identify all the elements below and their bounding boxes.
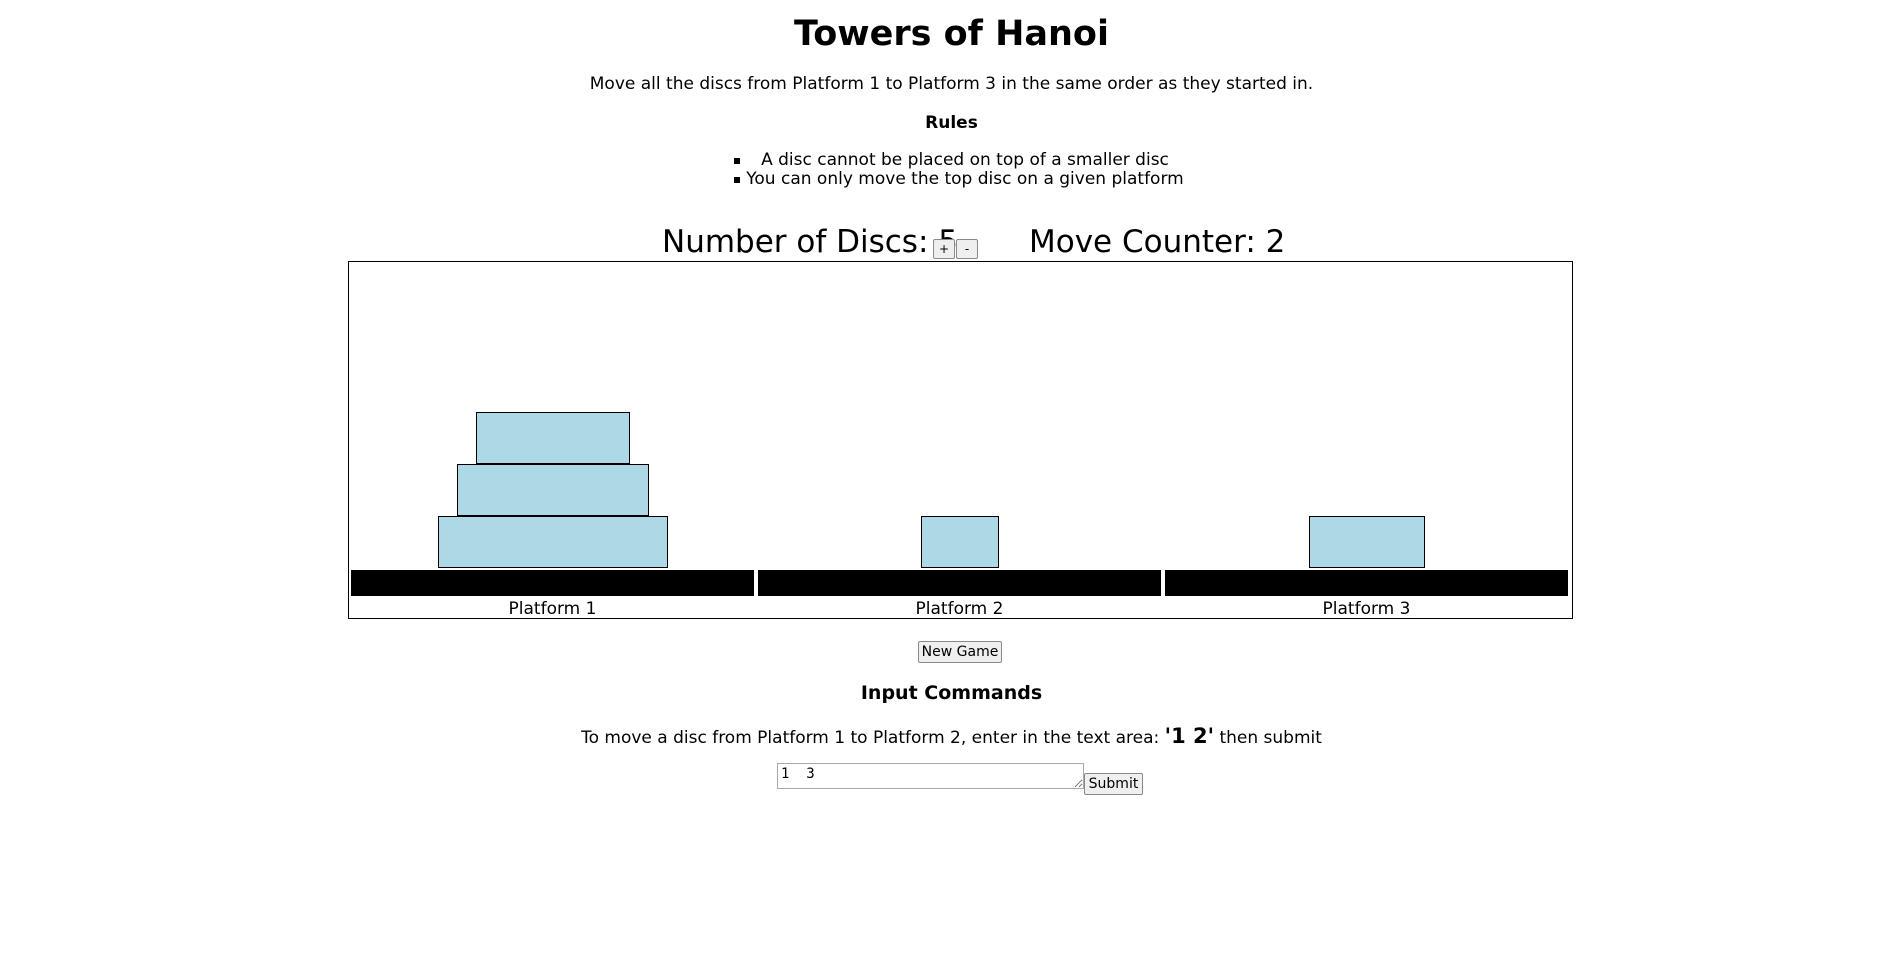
- rule-item: You can only move the top disc on a give…: [730, 170, 1200, 189]
- platform-3-base[interactable]: [1165, 570, 1568, 596]
- remove-disc-button[interactable]: -: [956, 239, 978, 259]
- instructions-example: '1 2': [1164, 724, 1215, 748]
- move-counter: Move Counter: 2: [1029, 224, 1286, 260]
- platform-1-base[interactable]: [351, 570, 754, 596]
- bullet-icon: [734, 158, 740, 164]
- disc-size-4: [456, 464, 649, 516]
- intro-text: Move all the discs from Platform 1 to Pl…: [589, 74, 1314, 94]
- rules-heading: Rules: [925, 113, 978, 133]
- rule-text: A disc cannot be placed on top of a smal…: [761, 150, 1169, 170]
- command-input[interactable]: 1 3: [777, 763, 1084, 789]
- disc-size-2[interactable]: [1308, 516, 1425, 568]
- disc-count: Number of Discs: 5: [662, 224, 958, 260]
- commands-heading: Input Commands: [860, 682, 1043, 704]
- instructions-text: To move a disc from Platform 1 to Platfo…: [581, 728, 1165, 748]
- disc-size-5: [437, 516, 668, 568]
- add-disc-button[interactable]: +: [933, 239, 955, 259]
- instructions-text-end: then submit: [1214, 728, 1322, 748]
- rule-text: You can only move the top disc on a give…: [746, 169, 1184, 189]
- platform-1-label: Platform 1: [508, 599, 597, 619]
- platform-3-label: Platform 3: [1322, 599, 1411, 619]
- platform-2-label: Platform 2: [915, 599, 1004, 619]
- platform-2-base[interactable]: [758, 570, 1161, 596]
- bullet-icon: [734, 177, 740, 183]
- new-game-button[interactable]: New Game: [918, 641, 1002, 663]
- disc-size-1[interactable]: [920, 516, 999, 568]
- command-instructions: To move a disc from Platform 1 to Platfo…: [0, 724, 1903, 750]
- stats-bar: Number of Discs: 5 Move Counter: 2: [0, 222, 1903, 262]
- rule-item: A disc cannot be placed on top of a smal…: [730, 151, 1200, 170]
- disc-size-3[interactable]: [475, 412, 630, 464]
- game-board: Platform 1 Platform 2 Platform 3: [348, 261, 1573, 619]
- submit-button[interactable]: Submit: [1084, 773, 1143, 795]
- page-title: Towers of Hanoi: [794, 14, 1109, 54]
- rules-list: A disc cannot be placed on top of a smal…: [730, 151, 1200, 189]
